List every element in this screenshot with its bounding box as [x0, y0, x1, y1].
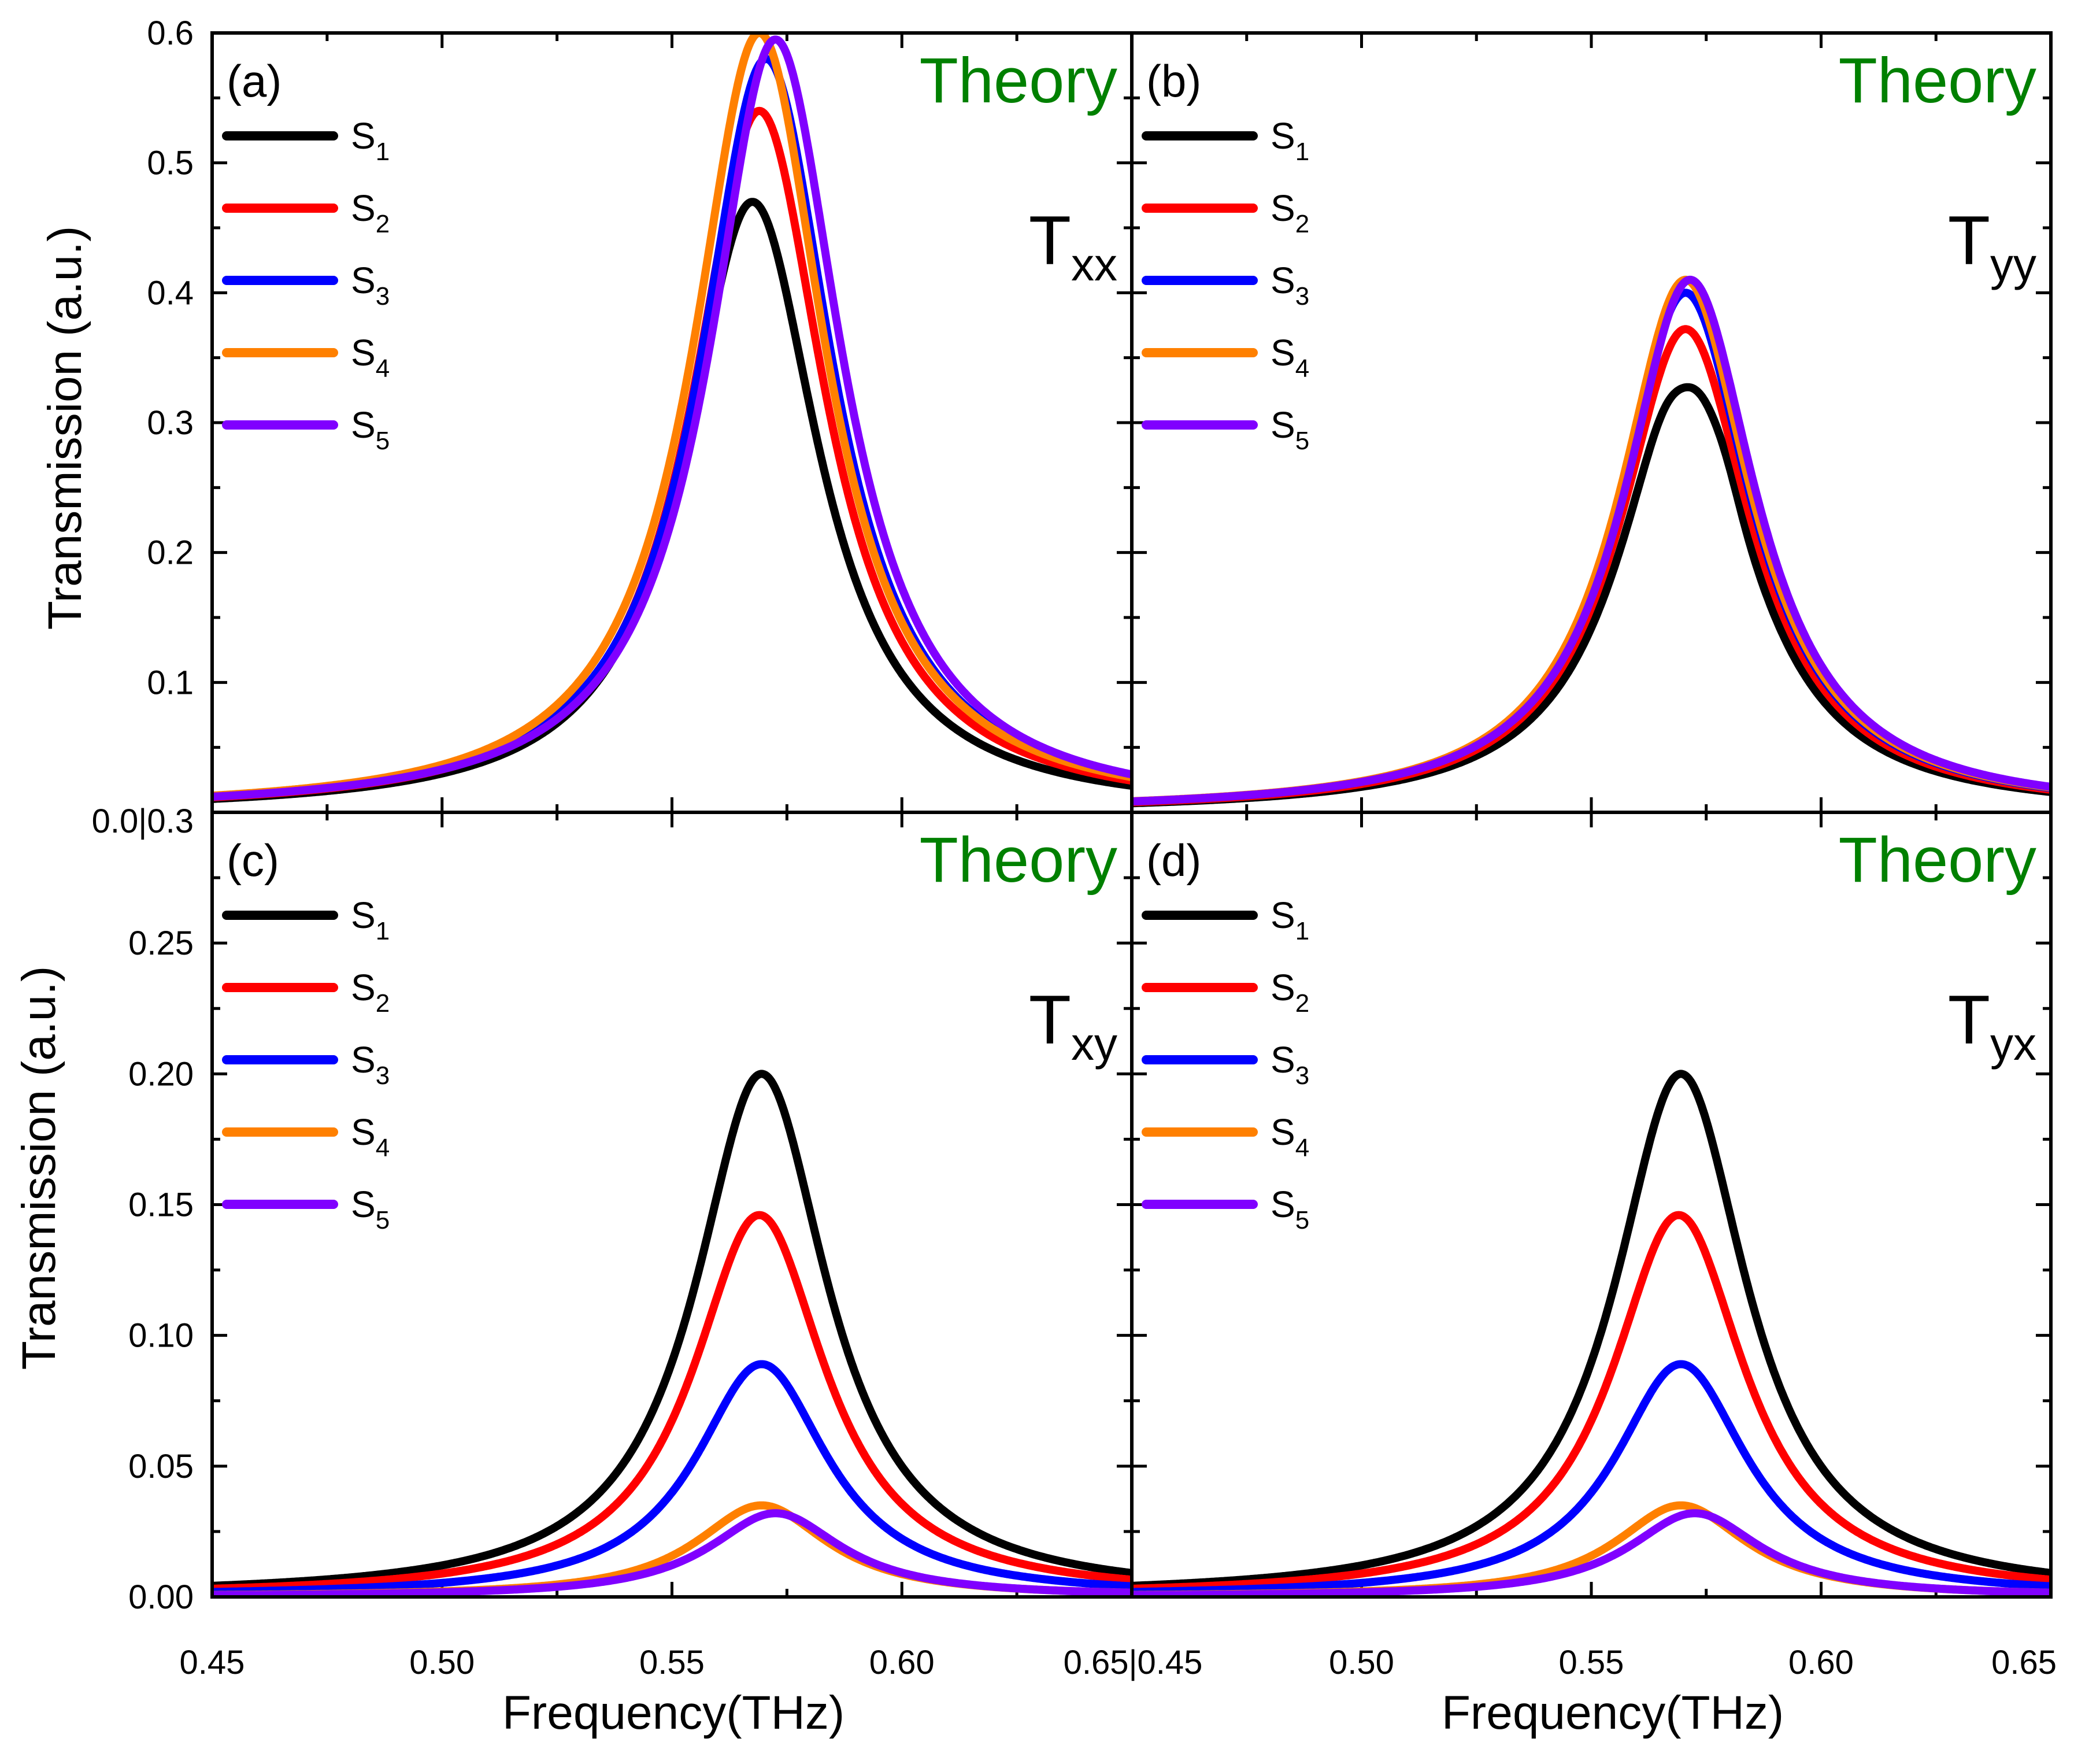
- legend-entry: S2: [1271, 187, 1309, 238]
- x-tick-label: 0.60: [869, 1644, 935, 1681]
- legend-entry: S2: [351, 187, 390, 238]
- panel-0-curves: [212, 33, 1132, 803]
- curve-s5: [212, 35, 1132, 801]
- panel-label: (a): [227, 56, 282, 106]
- ylabel-top: Transmission (a.u.): [39, 226, 91, 630]
- y-tick-label: 0.2: [147, 534, 194, 572]
- curve-s1: [1132, 1070, 2051, 1590]
- y-tick-label: 0.4: [147, 274, 194, 312]
- legend-entry: S3: [351, 260, 390, 310]
- legend-entry: S3: [351, 1039, 390, 1090]
- curve-s5: [212, 1509, 1132, 1597]
- legend-entry: S1: [1271, 115, 1309, 166]
- theory-label: Theory: [1839, 45, 2036, 116]
- legend-entry: S1: [351, 894, 390, 945]
- text-layer: (a) Theory Txx S1 S2 S3 S4 S5 (b) Theory Tyy S1 S2 S3…: [128, 14, 2057, 1681]
- legend-entry: S3: [1271, 1039, 1309, 1090]
- curve-s5: [1132, 1509, 2051, 1597]
- theory-label: Theory: [920, 45, 1117, 116]
- curve-s2: [1132, 1211, 2051, 1593]
- x-tick-label: 0.65: [1991, 1644, 2057, 1681]
- curve-s5: [1132, 275, 2051, 806]
- panel-label: (b): [1146, 56, 1201, 106]
- y-tick-label: 0.05: [128, 1448, 194, 1485]
- legend-entry: S3: [1271, 260, 1309, 310]
- curve-s4: [1132, 275, 2051, 805]
- legend-entry: S4: [1271, 332, 1309, 383]
- legend-entry: S2: [1271, 967, 1309, 1018]
- y-tick-label: 0.3: [147, 404, 194, 442]
- legend-entry: S5: [1271, 404, 1309, 455]
- curve-s3: [212, 55, 1132, 801]
- y-tick-label: 0.00: [128, 1578, 194, 1616]
- curve-layer: [212, 33, 2051, 1597]
- y-tick-label: 0.25: [128, 924, 194, 962]
- x-tick-label: 0.55: [1559, 1644, 1624, 1681]
- legend-entry: S5: [351, 404, 390, 455]
- y-tick-label: 0.6: [147, 14, 194, 52]
- legend-entry: S1: [1271, 894, 1309, 945]
- curve-s1: [212, 1070, 1132, 1590]
- legend-entry: S2: [351, 967, 390, 1018]
- legend-entry: S4: [351, 1111, 390, 1162]
- curve-s3: [1132, 289, 2051, 806]
- panel-2-curves: [212, 1070, 1132, 1597]
- legend-entry: S4: [351, 332, 390, 383]
- panel-1-curves: [1132, 275, 2051, 808]
- curve-s2: [212, 1211, 1132, 1593]
- center-x-tick-label: 0.65|0.45: [1064, 1644, 1203, 1681]
- mid-y-tick-label: 0.0|0.3: [92, 803, 194, 840]
- curve-s3: [1132, 1360, 2051, 1596]
- x-tick-label: 0.55: [639, 1644, 705, 1681]
- curve-s4: [212, 33, 1132, 800]
- component-label: Txx: [1029, 202, 1117, 290]
- x-tick-label: 0.50: [1329, 1644, 1394, 1681]
- legend-entry: S5: [1271, 1184, 1309, 1234]
- xlabel-right: Frequency(THz): [1442, 1687, 1784, 1739]
- legend-entry: S5: [351, 1184, 390, 1234]
- panel-3-curves: [1132, 1070, 2051, 1597]
- y-tick-label: 0.15: [128, 1186, 194, 1224]
- y-tick-label: 0.1: [147, 664, 194, 701]
- theory-label: Theory: [1839, 824, 2036, 896]
- component-label: Txy: [1029, 981, 1117, 1070]
- y-tick-label: 0.10: [128, 1317, 194, 1355]
- panel-label: (c): [227, 835, 279, 886]
- y-tick-label: 0.20: [128, 1055, 194, 1093]
- legend-entry: S4: [1271, 1111, 1309, 1162]
- component-label: Tyy: [1948, 202, 2036, 290]
- theory-label: Theory: [920, 824, 1117, 896]
- x-tick-label: 0.45: [180, 1644, 245, 1681]
- panel-label: (d): [1146, 835, 1201, 886]
- curve-s2: [1132, 325, 2051, 807]
- ylabel-bottom: Transmission (a.u.): [13, 966, 65, 1370]
- y-tick-label: 0.5: [147, 145, 194, 182]
- curve-s3: [212, 1360, 1132, 1596]
- legend-entry: S1: [351, 115, 390, 166]
- x-tick-label: 0.50: [409, 1644, 475, 1681]
- xlabel-left: Frequency(THz): [502, 1687, 845, 1739]
- x-tick-label: 0.60: [1788, 1644, 1854, 1681]
- component-label: Tyx: [1948, 981, 2036, 1070]
